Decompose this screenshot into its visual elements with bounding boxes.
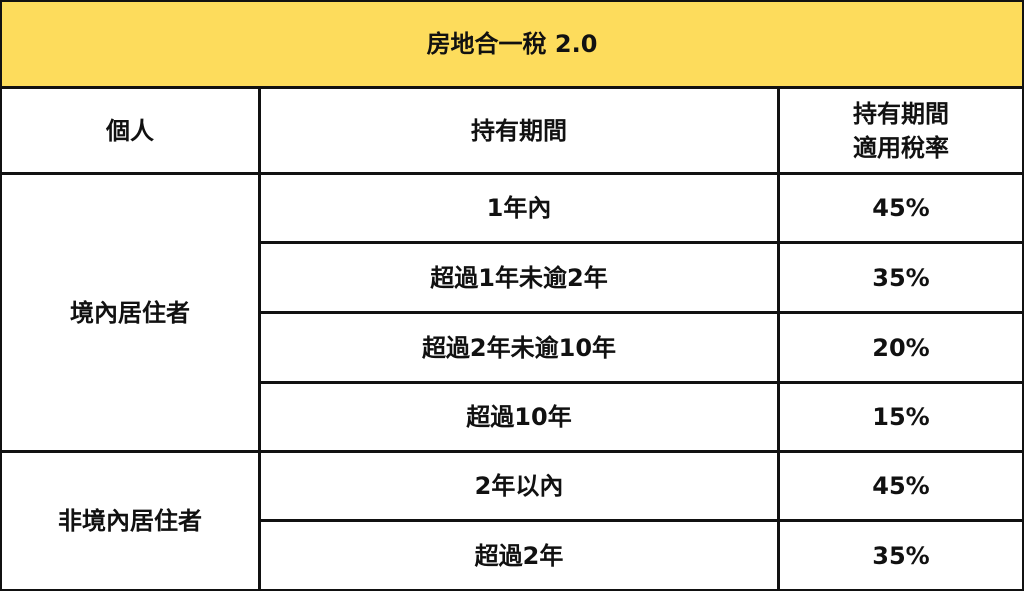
header-holding-period: 持有期間 — [259, 87, 779, 174]
period-cell: 超過2年未逾10年 — [259, 312, 779, 383]
rate-cell: 35% — [778, 520, 1024, 591]
period-cell: 超過10年 — [259, 382, 779, 452]
period-cell: 1年內 — [259, 173, 779, 243]
rate-cell: 20% — [778, 312, 1024, 383]
period-cell: 超過2年 — [259, 520, 779, 591]
table-title: 房地合一稅 2.0 — [0, 0, 1024, 88]
header-individual: 個人 — [0, 87, 260, 174]
rate-cell: 45% — [778, 173, 1024, 243]
resident-type-cell: 境內居住者 — [0, 173, 260, 452]
header-tax-rate-line1: 持有期間 — [853, 99, 949, 128]
rate-cell: 45% — [778, 451, 1024, 521]
header-tax-rate-line2: 適用稅率 — [853, 133, 949, 162]
header-tax-rate: 持有期間 適用稅率 — [778, 87, 1024, 174]
resident-type-cell: 非境內居住者 — [0, 451, 260, 591]
rate-cell: 15% — [778, 382, 1024, 452]
period-cell: 2年以內 — [259, 451, 779, 521]
period-cell: 超過1年未逾2年 — [259, 242, 779, 313]
rate-cell: 35% — [778, 242, 1024, 313]
